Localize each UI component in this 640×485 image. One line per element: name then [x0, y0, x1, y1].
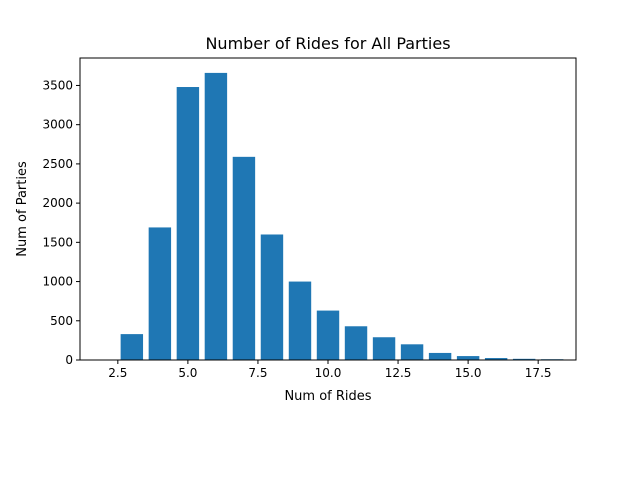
x-tick-label: 2.5 — [108, 366, 127, 380]
bar — [428, 352, 452, 360]
x-tick-label: 10.0 — [315, 366, 342, 380]
x-tick-label: 12.5 — [385, 366, 412, 380]
x-tick-label: 17.5 — [525, 366, 552, 380]
y-tick-label: 2000 — [42, 196, 73, 210]
bar — [400, 344, 424, 360]
bar — [288, 281, 312, 360]
bar — [176, 87, 200, 361]
bar — [316, 310, 340, 360]
bar — [456, 356, 480, 360]
bar — [148, 227, 172, 360]
y-tick-label: 500 — [50, 314, 73, 328]
bar — [260, 234, 284, 360]
bar — [484, 358, 508, 360]
x-tick-label: 5.0 — [178, 366, 197, 380]
x-axis-label: Num of Rides — [284, 389, 371, 404]
bar — [344, 326, 368, 360]
bars-group — [120, 72, 564, 361]
x-tick-label: 7.5 — [248, 366, 267, 380]
y-tick-label: 1000 — [42, 275, 73, 289]
y-ticks-group: 0 500 1000 1500 2000 2500 3000 3500 — [42, 78, 80, 367]
y-tick-label: 2500 — [42, 157, 73, 171]
bar — [232, 156, 256, 360]
bar — [120, 334, 144, 360]
x-tick-label: 15.0 — [455, 366, 482, 380]
bar — [372, 337, 396, 360]
plot-frame — [79, 57, 577, 361]
chart-title: Number of Rides for All Parties — [205, 34, 450, 53]
bar — [512, 358, 536, 360]
bar — [204, 72, 228, 361]
y-tick-label: 3500 — [42, 78, 73, 92]
y-axis-label: Num of Parties — [15, 161, 30, 257]
x-ticks-group: 2.5 5.0 7.5 10.0 12.5 15.0 17.5 — [108, 360, 552, 380]
y-tick-label: 3000 — [42, 118, 73, 132]
y-tick-label: 0 — [65, 353, 73, 367]
y-tick-label: 1500 — [42, 235, 73, 249]
